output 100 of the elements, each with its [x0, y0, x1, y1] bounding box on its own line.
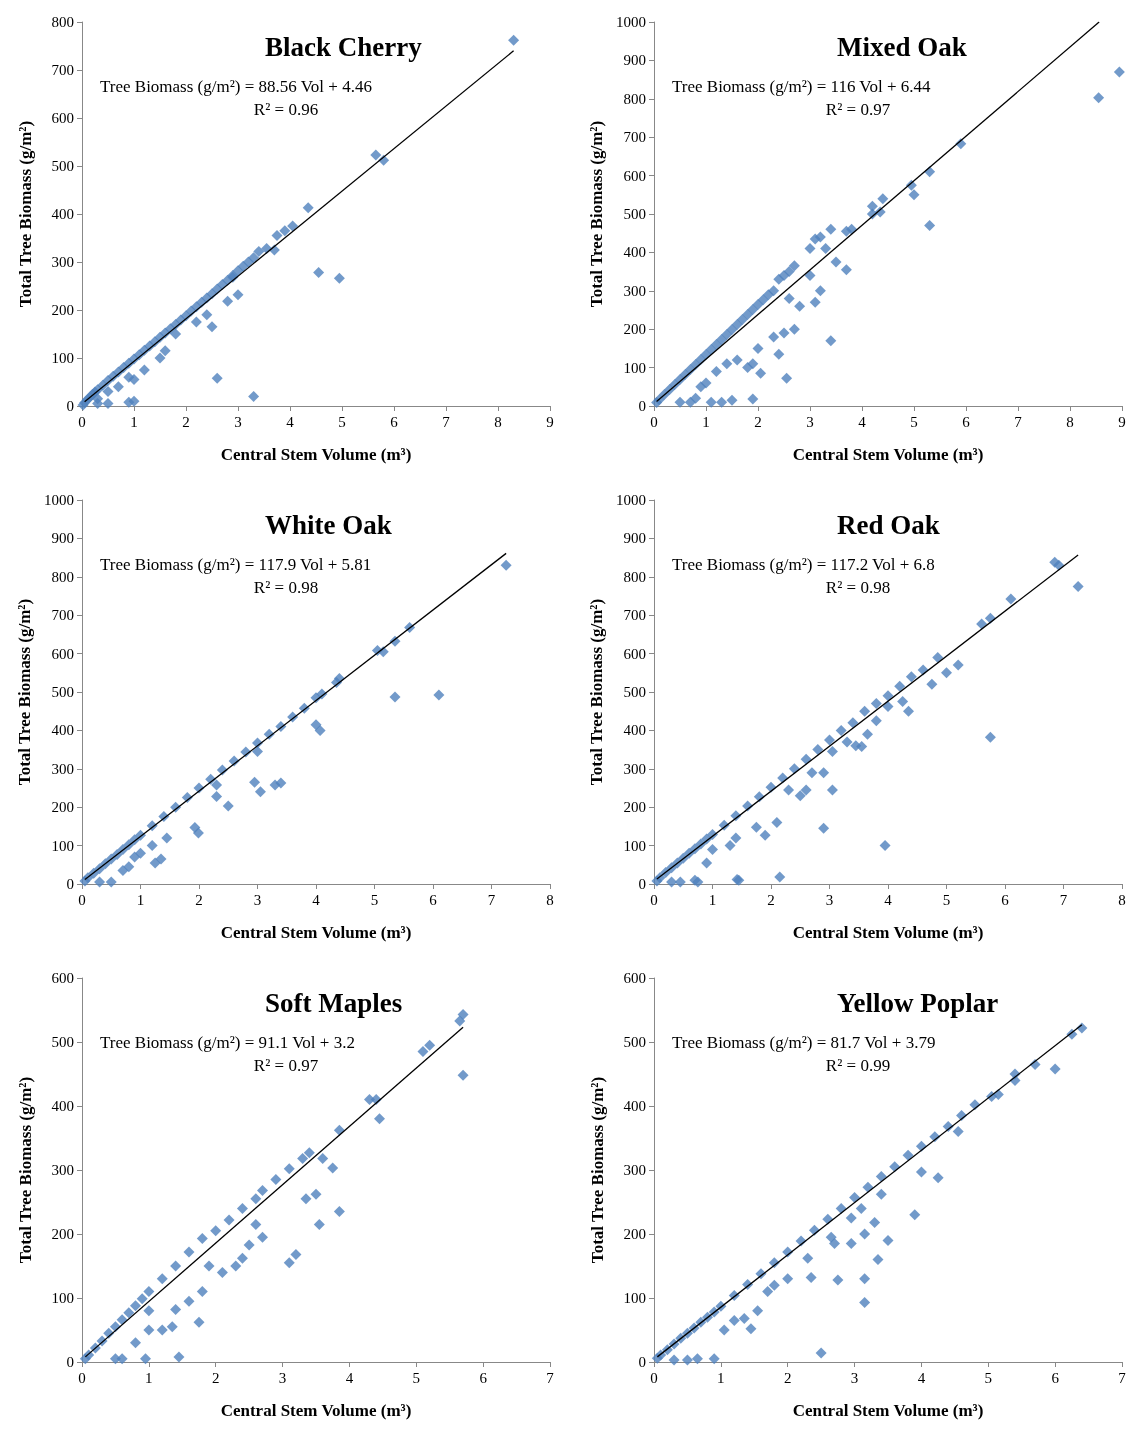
- x-tick-label: 0: [78, 891, 86, 908]
- x-tick-label: 9: [546, 413, 554, 430]
- x-tick-label: 4: [858, 413, 867, 430]
- annotation: Tree Biomass (g/m²) = 117.9 Vol + 5.81: [100, 555, 372, 574]
- x-tick-label: 3: [234, 413, 242, 430]
- x-tick-label: 0: [78, 413, 86, 430]
- annotation: R² = 0.98: [253, 578, 319, 597]
- y-axis-title: Total Tree Biomass (g/m²): [588, 1076, 607, 1264]
- point: [155, 853, 167, 865]
- x-tick-label: 1: [717, 1369, 725, 1386]
- y-tick-label: 600: [623, 167, 646, 184]
- x-tick-label: 3: [278, 1369, 287, 1386]
- y-tick-label: 200: [51, 302, 74, 318]
- chart-title: Yellow Poplar: [837, 987, 999, 1018]
- chart-title: Red Oak: [837, 509, 940, 540]
- y-axis-title: Total Tree Biomass (g/m²): [587, 598, 607, 786]
- x-tick-label: 4: [345, 1369, 354, 1386]
- y-tick-label: 200: [623, 321, 646, 338]
- y-tick-label: 700: [51, 62, 74, 78]
- x-tick-label: 1: [702, 413, 710, 430]
- point: [211, 779, 223, 791]
- x-tick-label: 0: [78, 1369, 86, 1386]
- y-tick-label: 900: [623, 530, 646, 547]
- y-tick-label: 900: [623, 52, 646, 69]
- y-tick-label: 800: [623, 90, 646, 107]
- y-tick-label: 400: [51, 1098, 74, 1114]
- point: [192, 827, 204, 839]
- point: [254, 786, 266, 798]
- x-tick-label: 6: [1001, 891, 1010, 908]
- x-tick-label: 3: [850, 1369, 859, 1386]
- y-tick-label: 300: [51, 254, 74, 270]
- x-tick-label: 6: [479, 1369, 488, 1386]
- x-tick-label: 5: [942, 891, 951, 908]
- y-tick-label: 500: [51, 684, 74, 700]
- point: [211, 790, 223, 802]
- chart-title: Mixed Oak: [837, 31, 967, 62]
- point: [314, 724, 326, 736]
- x-axis-title: Central Stem Volume (m³): [792, 923, 984, 942]
- y-tick-label: 0: [66, 876, 74, 892]
- x-tick-label: 7: [442, 413, 451, 430]
- x-axis-title: Central Stem Volume (m³): [220, 1401, 412, 1420]
- annotation: Tree Biomass (g/m²) = 117.2 Vol + 6.8: [672, 555, 935, 574]
- y-tick-label: 500: [623, 206, 646, 222]
- y-axis-title: Total Tree Biomass (g/m²): [16, 120, 35, 308]
- chart-title: White Oak: [265, 509, 392, 540]
- y-tick-label: 500: [51, 1034, 74, 1050]
- x-tick-label: 5: [910, 413, 918, 430]
- x-tick-label: 2: [211, 1369, 220, 1386]
- y-tick-label: 800: [623, 568, 646, 585]
- point: [500, 559, 512, 571]
- x-tick-label: 8: [1118, 891, 1126, 908]
- y-tick-label: 600: [623, 645, 646, 662]
- annotation: R² = 0.97: [253, 1056, 319, 1075]
- point: [222, 800, 234, 812]
- x-tick-label: 5: [370, 891, 379, 908]
- point: [433, 689, 445, 701]
- x-tick-label: 8: [546, 891, 554, 908]
- y-tick-label: 400: [623, 722, 646, 739]
- x-tick-label: 0: [650, 891, 658, 908]
- x-tick-label: 7: [1059, 891, 1068, 908]
- x-tick-label: 8: [494, 413, 502, 430]
- x-tick-label: 2: [767, 891, 775, 908]
- annotation: Tree Biomass (g/m²) = 81.7 Vol + 3.79: [672, 1033, 936, 1052]
- y-tick-label: 0: [638, 1354, 646, 1370]
- x-tick-label: 4: [884, 891, 893, 908]
- point: [123, 861, 135, 873]
- y-tick-label: 0: [638, 398, 646, 414]
- y-tick-label: 200: [51, 1226, 74, 1242]
- y-tick-label: 200: [623, 799, 646, 816]
- x-tick-label: 3: [806, 413, 814, 430]
- y-tick-label: 100: [51, 837, 74, 854]
- y-tick-label: 700: [51, 607, 74, 624]
- x-tick-label: 3: [825, 891, 834, 908]
- y-tick-label: 800: [51, 14, 74, 30]
- y-tick-label: 400: [623, 1098, 646, 1114]
- x-tick-label: 6: [1051, 1369, 1060, 1386]
- y-tick-label: 800: [51, 568, 74, 585]
- y-tick-label: 700: [623, 607, 646, 624]
- y-tick-label: 500: [623, 684, 646, 700]
- x-tick-label: 7: [1014, 413, 1023, 430]
- annotation: R² = 0.97: [825, 100, 891, 119]
- y-tick-label: 400: [51, 206, 74, 222]
- point: [275, 777, 287, 789]
- x-tick-label: 5: [338, 413, 346, 430]
- y-tick-label: 600: [51, 970, 74, 986]
- point: [252, 746, 263, 758]
- x-tick-label: 2: [754, 413, 762, 430]
- x-tick-label: 2: [783, 1369, 792, 1386]
- y-tick-label: 100: [51, 1290, 74, 1306]
- annotation: R² = 0.98: [825, 578, 891, 597]
- x-tick-label: 2: [195, 891, 203, 908]
- point: [105, 876, 117, 888]
- annotation: R² = 0.96: [253, 100, 319, 119]
- y-tick-label: 0: [638, 876, 646, 892]
- y-tick-label: 600: [623, 970, 646, 986]
- x-axis-title: Central Stem Volume (m³): [792, 445, 984, 464]
- x-tick-label: 2: [182, 413, 190, 430]
- y-tick-label: 400: [623, 244, 646, 261]
- point: [146, 840, 158, 852]
- y-tick-label: 400: [51, 722, 74, 739]
